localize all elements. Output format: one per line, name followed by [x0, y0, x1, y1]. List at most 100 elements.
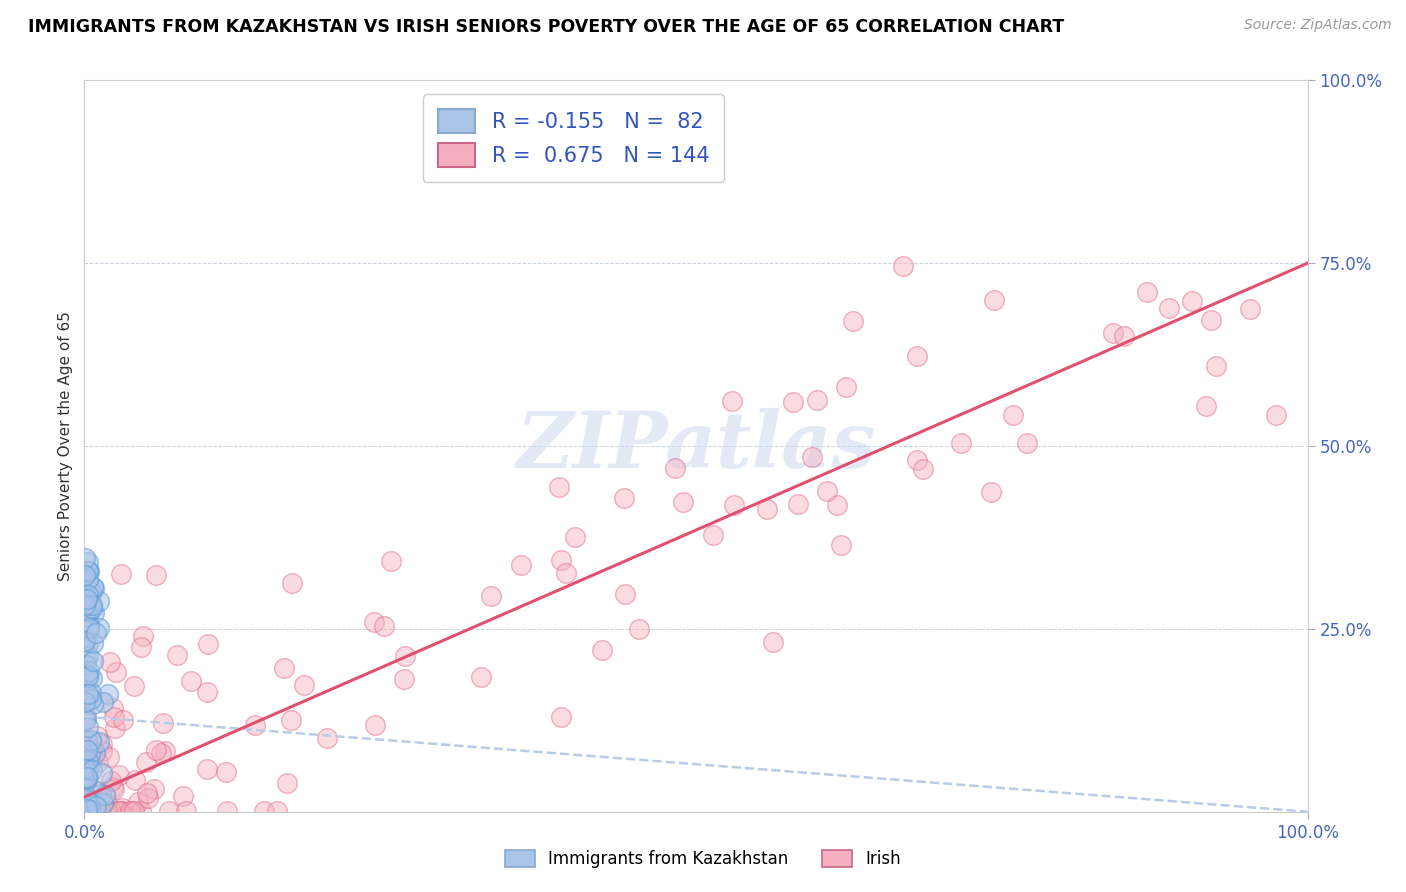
Point [195, 762, 218, 776]
Point [79, 804, 101, 818]
Point [280, 714, 302, 728]
Point [89, 804, 111, 818]
Point [672, 494, 695, 508]
Point [73, 682, 96, 697]
Point [79, 747, 101, 762]
Point [1239, 302, 1261, 317]
Point [124, 679, 146, 693]
Point [107, 804, 129, 818]
Point [87, 734, 110, 748]
Text: IMMIGRANTS FROM KAZAKHSTAN VS IRISH SENIORS POVERTY OVER THE AGE OF 65 CORRELATI: IMMIGRANTS FROM KAZAKHSTAN VS IRISH SENI… [28, 18, 1064, 36]
Point [76, 754, 98, 768]
Point [756, 501, 779, 516]
Point [73, 632, 96, 646]
Point [180, 673, 202, 688]
Point [80, 732, 103, 747]
Point [470, 670, 492, 684]
Point [82, 804, 104, 818]
Point [145, 743, 167, 757]
Point [122, 804, 145, 818]
Point [75, 767, 97, 781]
Point [76, 771, 98, 785]
Point [905, 453, 928, 467]
Point [94, 789, 117, 803]
Point [373, 619, 395, 633]
Point [591, 643, 613, 657]
Point [1101, 326, 1123, 341]
Point [104, 721, 127, 735]
Point [166, 648, 188, 663]
Point [76, 572, 98, 586]
Point [82, 600, 104, 615]
Point [77, 761, 100, 775]
Point [834, 380, 856, 394]
Point [82, 671, 104, 685]
Point [73, 762, 96, 776]
Point [510, 558, 533, 572]
Point [83, 607, 105, 621]
Point [93, 804, 115, 818]
Point [76, 804, 98, 818]
Point [479, 589, 502, 603]
Point [84, 626, 107, 640]
Point [80, 743, 103, 757]
Point [75, 651, 97, 665]
Point [75, 738, 97, 752]
Point [77, 664, 100, 678]
Point [150, 747, 173, 761]
Point [762, 635, 785, 649]
Point [90, 804, 112, 818]
Text: Source: ZipAtlas.com: Source: ZipAtlas.com [1244, 18, 1392, 32]
Point [110, 804, 132, 818]
Text: ZIPatlas: ZIPatlas [516, 408, 876, 484]
Point [111, 801, 134, 815]
Point [77, 577, 100, 591]
Point [104, 665, 127, 679]
Point [75, 712, 97, 726]
Point [80, 598, 103, 612]
Point [96, 796, 118, 810]
Point [76, 744, 98, 758]
Point [131, 629, 153, 643]
Point [77, 618, 100, 632]
Point [1181, 293, 1204, 308]
Legend: R = -0.155   N =  82, R =  0.675   N = 144: R = -0.155 N = 82, R = 0.675 N = 144 [423, 95, 724, 182]
Point [316, 731, 339, 745]
Point [613, 587, 636, 601]
Point [243, 718, 266, 732]
Point [75, 708, 97, 723]
Point [273, 661, 295, 675]
Point [363, 615, 385, 629]
Point [84, 804, 107, 818]
Point [89, 795, 111, 809]
Point [103, 780, 125, 795]
Point [103, 710, 125, 724]
Point [1265, 409, 1288, 423]
Point [176, 804, 198, 818]
Point [112, 714, 135, 728]
Point [98, 804, 121, 818]
Point [276, 776, 298, 790]
Point [101, 701, 124, 715]
Legend: Immigrants from Kazakhstan, Irish: Immigrants from Kazakhstan, Irish [498, 843, 908, 875]
Point [100, 804, 122, 818]
Point [77, 668, 100, 682]
Point [118, 804, 141, 818]
Point [550, 710, 572, 724]
Point [891, 259, 914, 273]
Point [136, 786, 159, 800]
Point [96, 804, 118, 818]
Point [83, 581, 105, 595]
Point [75, 804, 97, 818]
Point [136, 790, 159, 805]
Point [1205, 359, 1227, 373]
Point [77, 803, 100, 817]
Point [98, 655, 121, 669]
Point [86, 784, 108, 798]
Point [702, 528, 724, 542]
Point [77, 564, 100, 578]
Point [1157, 301, 1180, 316]
Point [1136, 285, 1159, 299]
Point [80, 794, 103, 808]
Point [93, 796, 115, 810]
